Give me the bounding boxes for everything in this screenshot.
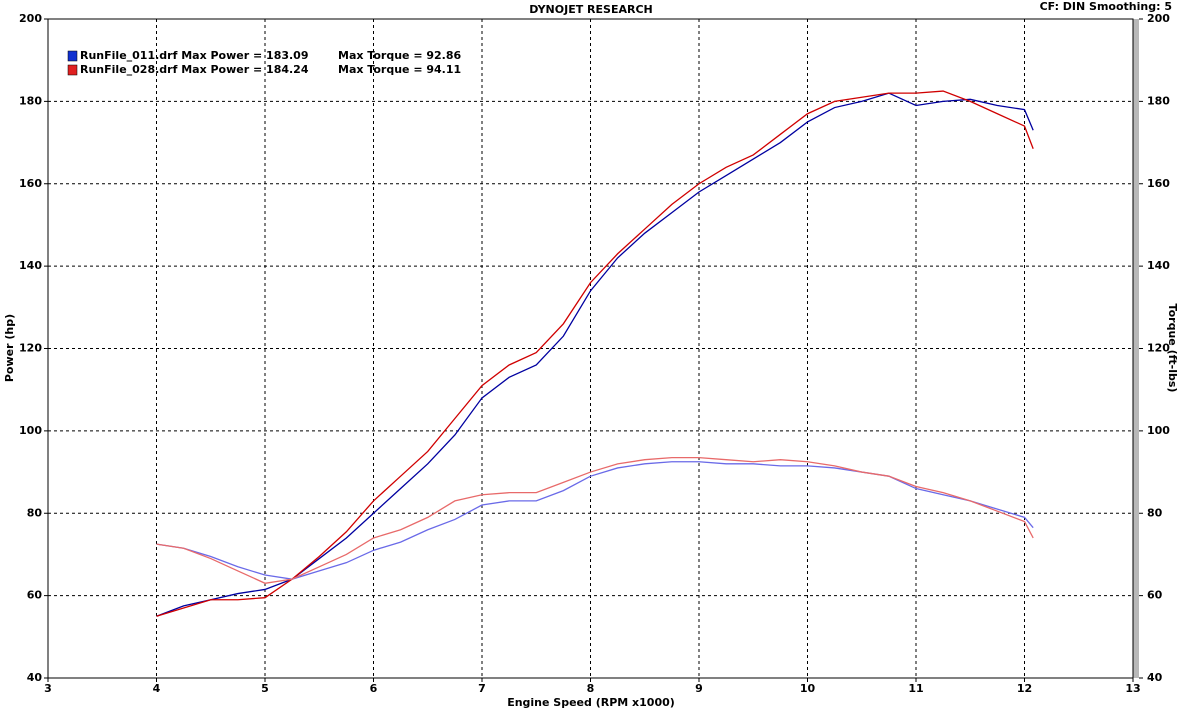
x-tick-label: 3 bbox=[44, 682, 52, 695]
x-tick-label: 8 bbox=[587, 682, 595, 695]
x-tick-label: 12 bbox=[1017, 682, 1032, 695]
y-tick-label: 160 bbox=[19, 177, 42, 190]
y2-tick-label: 60 bbox=[1147, 589, 1163, 602]
x-tick-label: 13 bbox=[1125, 682, 1140, 695]
y-tick-label: 140 bbox=[19, 259, 42, 272]
y-tick-label: 120 bbox=[19, 342, 42, 355]
y2-tick-label: 120 bbox=[1147, 342, 1170, 355]
y2-tick-label: 140 bbox=[1147, 259, 1170, 272]
series-line bbox=[156, 92, 1034, 617]
x-tick-label: 11 bbox=[908, 682, 923, 695]
x-tick-label: 6 bbox=[370, 682, 378, 695]
chart-subtitle: CF: DIN Smoothing: 5 bbox=[1040, 0, 1172, 13]
y2-axis-label: Torque (ft-lbs) bbox=[1166, 304, 1179, 393]
series-line bbox=[156, 90, 1034, 617]
legend-swatch bbox=[67, 64, 78, 76]
x-tick-label: 9 bbox=[695, 682, 703, 695]
legend-label: RunFile_028.drf Max Power = 184.24 bbox=[80, 63, 309, 76]
y2-tick-label: 160 bbox=[1147, 177, 1170, 190]
right-strip bbox=[1133, 19, 1139, 678]
legend-torque: Max Torque = 94.11 bbox=[338, 63, 461, 76]
y-axis-label: Power (hp) bbox=[3, 314, 16, 382]
x-tick-label: 5 bbox=[261, 682, 269, 695]
series-line bbox=[156, 461, 1034, 580]
chart-title: DYNOJET RESEARCH bbox=[529, 3, 652, 16]
series-line bbox=[156, 456, 1034, 584]
y2-tick-label: 180 bbox=[1147, 94, 1170, 107]
legend-swatch bbox=[67, 50, 78, 62]
x-tick-label: 7 bbox=[478, 682, 486, 695]
y-tick-label: 200 bbox=[19, 12, 42, 25]
y2-tick-label: 100 bbox=[1147, 424, 1170, 437]
y-tick-label: 100 bbox=[19, 424, 42, 437]
y2-tick-label: 80 bbox=[1147, 506, 1163, 519]
y-tick-label: 180 bbox=[19, 94, 42, 107]
y-tick-label: 80 bbox=[27, 506, 43, 519]
legend-torque: Max Torque = 92.86 bbox=[338, 49, 462, 62]
y-tick-label: 60 bbox=[27, 589, 43, 602]
y2-tick-label: 200 bbox=[1147, 12, 1170, 25]
x-tick-label: 10 bbox=[800, 682, 816, 695]
x-tick-label: 4 bbox=[153, 682, 161, 695]
y-tick-label: 40 bbox=[27, 671, 43, 684]
x-axis-label: Engine Speed (RPM x1000) bbox=[507, 696, 675, 709]
y2-tick-label: 40 bbox=[1147, 671, 1163, 684]
legend-label: RunFile_011.drf Max Power = 183.09 bbox=[80, 49, 309, 62]
plot-frame bbox=[47, 18, 1134, 679]
